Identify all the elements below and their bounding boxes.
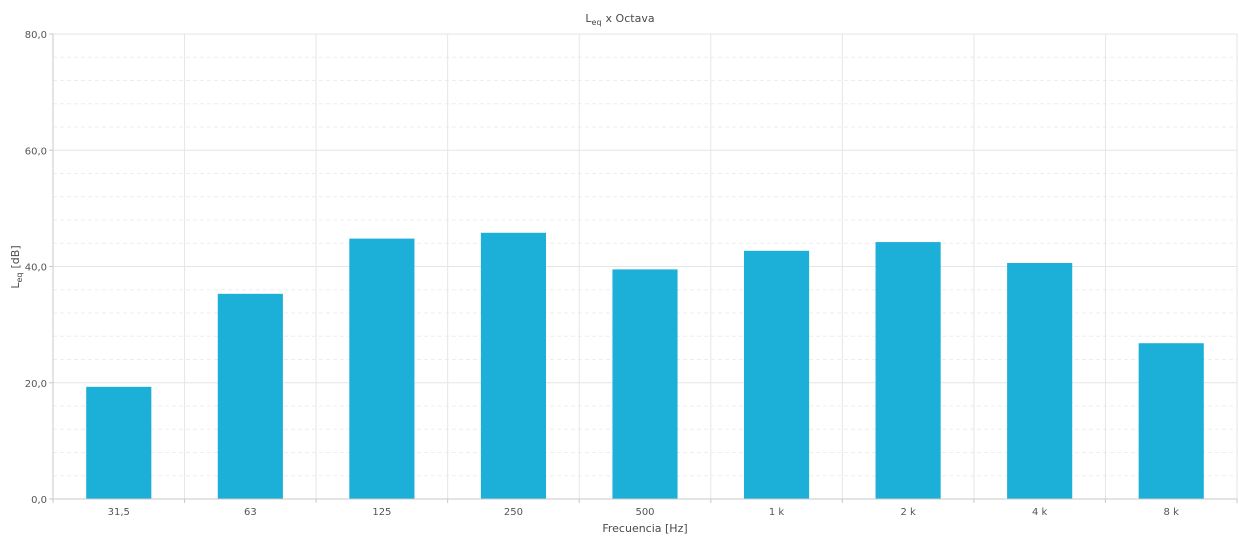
y-axis-title: Leq [dB] <box>9 245 24 288</box>
bar <box>1007 263 1073 499</box>
x-tick-label: 250 <box>504 507 523 518</box>
chart-title: Leq x Octava <box>585 12 654 27</box>
title-text: x Octava <box>606 12 655 25</box>
ylabel-text: [dB] <box>9 245 22 268</box>
bar <box>743 250 810 499</box>
y-tick-label: 60,0 <box>25 146 47 157</box>
y-tick-label: 80,0 <box>25 30 47 41</box>
x-tick-label: 31,5 <box>108 507 130 518</box>
x-tick-label: 4 k <box>1032 507 1048 518</box>
y-tick-label: 20,0 <box>25 379 47 390</box>
title-symbol-main: L <box>585 12 592 25</box>
ylabel-symbol-sub: eq <box>15 272 24 282</box>
bar <box>480 232 547 499</box>
x-tick-label: 125 <box>372 507 391 518</box>
ylabel-symbol-main: L <box>9 282 22 289</box>
bars <box>86 232 1204 499</box>
bar <box>86 386 152 499</box>
x-axis-title: Frecuencia [Hz] <box>602 522 687 535</box>
x-tick-label: 2 k <box>900 507 916 518</box>
x-tick-label: 500 <box>635 507 654 518</box>
y-tick-label: 40,0 <box>25 263 47 274</box>
bar <box>217 293 283 499</box>
bar <box>612 269 678 499</box>
bar <box>349 238 415 499</box>
bar <box>1138 343 1204 499</box>
y-tick-label: 0,0 <box>31 495 47 506</box>
x-tick-label: 8 k <box>1164 507 1180 518</box>
axes: 0,0 20,0 40,0 60,0 80,0 31,5 63 125 250 500 1 k 2 k… <box>25 30 1238 518</box>
x-tick-label: 1 k <box>769 507 785 518</box>
x-tick-label: 63 <box>244 507 257 518</box>
bar <box>875 242 941 499</box>
title-symbol-sub: eq <box>592 18 602 27</box>
